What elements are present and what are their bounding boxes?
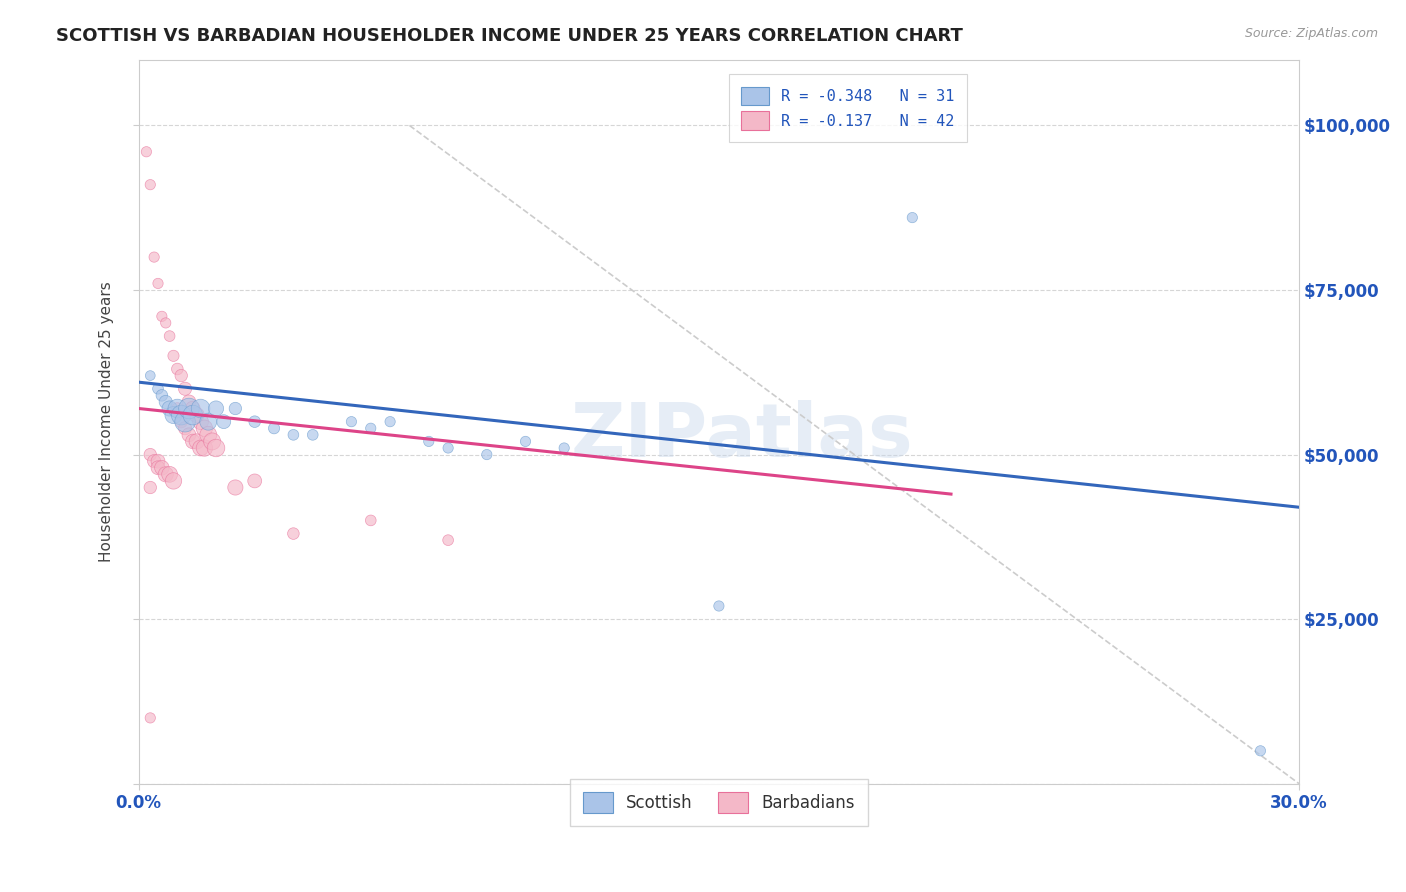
Point: [190, 401, 212, 416]
Point: [146, 454, 169, 468]
Point: [437, 533, 460, 548]
Point: [162, 349, 184, 363]
Point: [159, 467, 181, 482]
Point: [186, 408, 208, 422]
Point: [146, 382, 169, 396]
Point: [155, 316, 177, 330]
Point: [340, 415, 363, 429]
Point: [224, 481, 246, 495]
Point: [139, 368, 162, 383]
Point: [166, 401, 188, 416]
Point: [301, 427, 323, 442]
Point: [146, 460, 169, 475]
Point: [186, 434, 208, 449]
Point: [181, 434, 204, 449]
Point: [155, 395, 177, 409]
Text: ZIPatlas: ZIPatlas: [571, 400, 914, 473]
Point: [150, 310, 173, 324]
Text: Source: ZipAtlas.com: Source: ZipAtlas.com: [1244, 27, 1378, 40]
Point: [166, 362, 188, 376]
Point: [437, 441, 460, 455]
Point: [177, 427, 200, 442]
Point: [212, 415, 235, 429]
Point: [166, 401, 188, 416]
Point: [177, 395, 200, 409]
Point: [143, 454, 166, 468]
Point: [901, 211, 924, 225]
Legend: Scottish, Barbadians: Scottish, Barbadians: [569, 779, 868, 826]
Point: [378, 415, 401, 429]
Point: [162, 474, 184, 488]
Text: SCOTTISH VS BARBADIAN HOUSEHOLDER INCOME UNDER 25 YEARS CORRELATION CHART: SCOTTISH VS BARBADIAN HOUSEHOLDER INCOME…: [56, 27, 963, 45]
Point: [159, 401, 181, 416]
Point: [181, 401, 204, 416]
Point: [190, 415, 212, 429]
Point: [475, 448, 498, 462]
Point: [177, 401, 200, 416]
Point: [170, 368, 193, 383]
Point: [155, 467, 177, 482]
Point: [162, 408, 184, 422]
Point: [263, 421, 285, 435]
Point: [197, 427, 219, 442]
Point: [139, 448, 162, 462]
Point: [174, 415, 197, 429]
Point: [205, 401, 228, 416]
Point: [170, 408, 193, 422]
Point: [553, 441, 575, 455]
Point: [418, 434, 440, 449]
Point: [201, 434, 224, 449]
Y-axis label: Householder Income Under 25 years: Householder Income Under 25 years: [100, 281, 114, 562]
Point: [181, 408, 204, 422]
Point: [707, 599, 730, 613]
Point: [193, 421, 215, 435]
Point: [139, 711, 162, 725]
Point: [283, 427, 305, 442]
Point: [139, 481, 162, 495]
Point: [283, 526, 305, 541]
Point: [515, 434, 537, 449]
Point: [190, 441, 212, 455]
Point: [150, 388, 173, 402]
Point: [139, 178, 162, 192]
Point: [193, 441, 215, 455]
Point: [360, 513, 382, 527]
Point: [197, 415, 219, 429]
Point: [224, 401, 246, 416]
Point: [243, 474, 266, 488]
Point: [243, 415, 266, 429]
Point: [205, 441, 228, 455]
Point: [146, 277, 169, 291]
Point: [150, 460, 173, 475]
Point: [174, 382, 197, 396]
Point: [143, 250, 166, 264]
Point: [170, 415, 193, 429]
Point: [360, 421, 382, 435]
Point: [159, 329, 181, 343]
Point: [1249, 744, 1271, 758]
Point: [174, 421, 197, 435]
Point: [135, 145, 157, 159]
